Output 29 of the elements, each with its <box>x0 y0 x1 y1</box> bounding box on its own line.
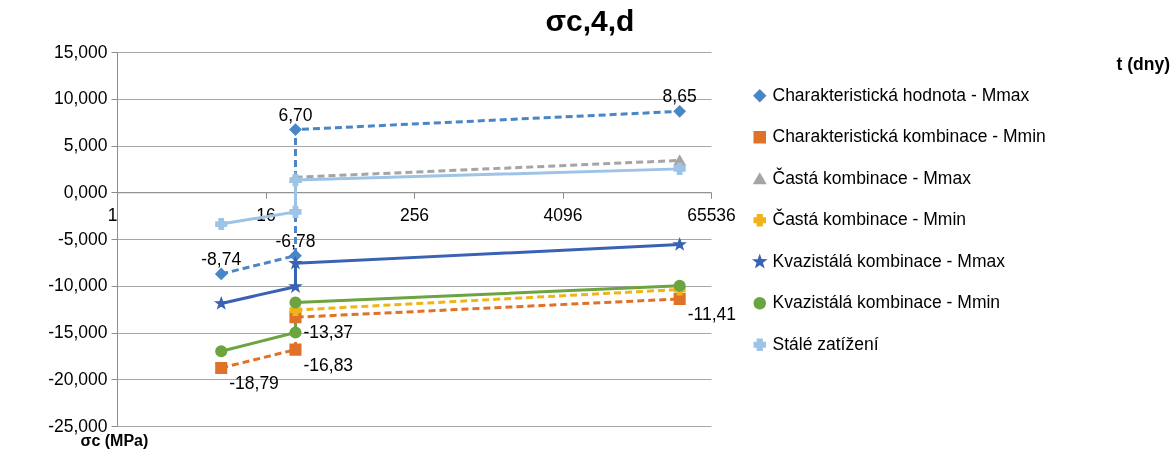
legend-label: Charakteristická kombinace - Mmin <box>772 126 1046 147</box>
y-tick-label: -20,000 <box>48 368 108 389</box>
chart-title: σc,4,d <box>545 4 635 37</box>
data-label: -8,74 <box>201 248 242 269</box>
y-tick-label: -5,000 <box>57 228 108 249</box>
data-label: -16,83 <box>303 354 354 375</box>
data-label: -11,41 <box>687 303 736 324</box>
y-tick-label: 5,000 <box>63 135 108 155</box>
x-tick-label: 1 <box>107 204 118 225</box>
y-tick-label: -15,000 <box>48 322 108 342</box>
data-label: -6,78 <box>275 230 316 251</box>
legend-label: Kvazistálá kombinace - Mmin <box>772 292 1001 313</box>
y-tick-label: 15,000 <box>53 41 108 62</box>
legend-label: Častá kombinace - Mmin <box>772 208 967 230</box>
legend-label: Kvazistálá kombinace - Mmax <box>772 250 1006 271</box>
text: t (dny) <box>1116 54 1170 74</box>
data-label: -13,37 <box>303 322 354 343</box>
legend-label: Častá kombinace - Mmax <box>772 166 972 188</box>
x-tick-label: 4096 <box>543 204 583 225</box>
y-tick-label: -10,000 <box>48 275 108 296</box>
legend-label: Charakteristická hodnota - Mmax <box>772 84 1030 105</box>
data-label: -18,79 <box>229 372 279 393</box>
y-tick-label: 10,000 <box>53 88 108 109</box>
data-label: 8,65 <box>662 86 697 107</box>
x-tick-label: 256 <box>399 204 430 225</box>
y-tick-label: 0,000 <box>63 181 108 202</box>
x-tick-label: 65536 <box>687 204 736 225</box>
data-label: 6,70 <box>278 104 313 125</box>
legend-label: Stálé zatížení <box>772 333 879 354</box>
